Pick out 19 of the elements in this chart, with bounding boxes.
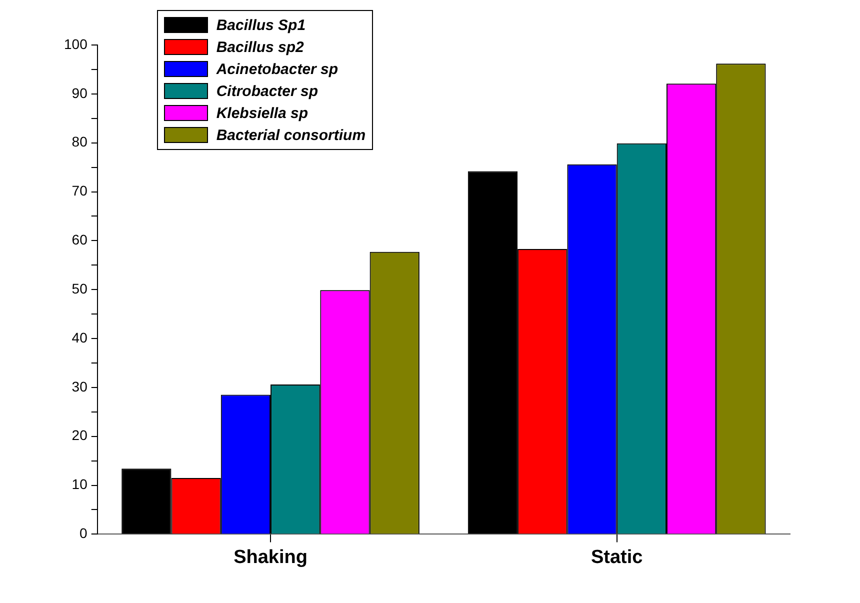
legend-label: Klebsiella sp: [216, 104, 308, 122]
y-tick-label: 90: [72, 84, 88, 101]
x-tick-label: Shaking: [234, 546, 308, 568]
y-tick-label: 0: [80, 525, 88, 542]
y-tick-label: 50: [72, 280, 88, 296]
legend-label: Bacillus Sp1: [216, 16, 306, 34]
y-tick-label: 60: [72, 232, 88, 248]
legend-label: Citrobacter sp: [216, 82, 318, 100]
y-tick-label: 20: [72, 427, 88, 444]
legend-label: Acinetobacter sp: [216, 60, 338, 78]
y-tick-label: 30: [72, 378, 88, 394]
y-tick-label: 40: [72, 329, 88, 346]
y-tick-label: 80: [72, 134, 88, 150]
y-tick-label: 10: [72, 476, 88, 492]
y-tick-label: 70: [72, 182, 88, 199]
y-tick-label: 100: [64, 36, 88, 52]
legend-label: Bacillus sp2: [216, 38, 304, 56]
x-tick-label: Static: [590, 546, 644, 568]
legend-label: Bacterial consortium: [216, 126, 366, 144]
